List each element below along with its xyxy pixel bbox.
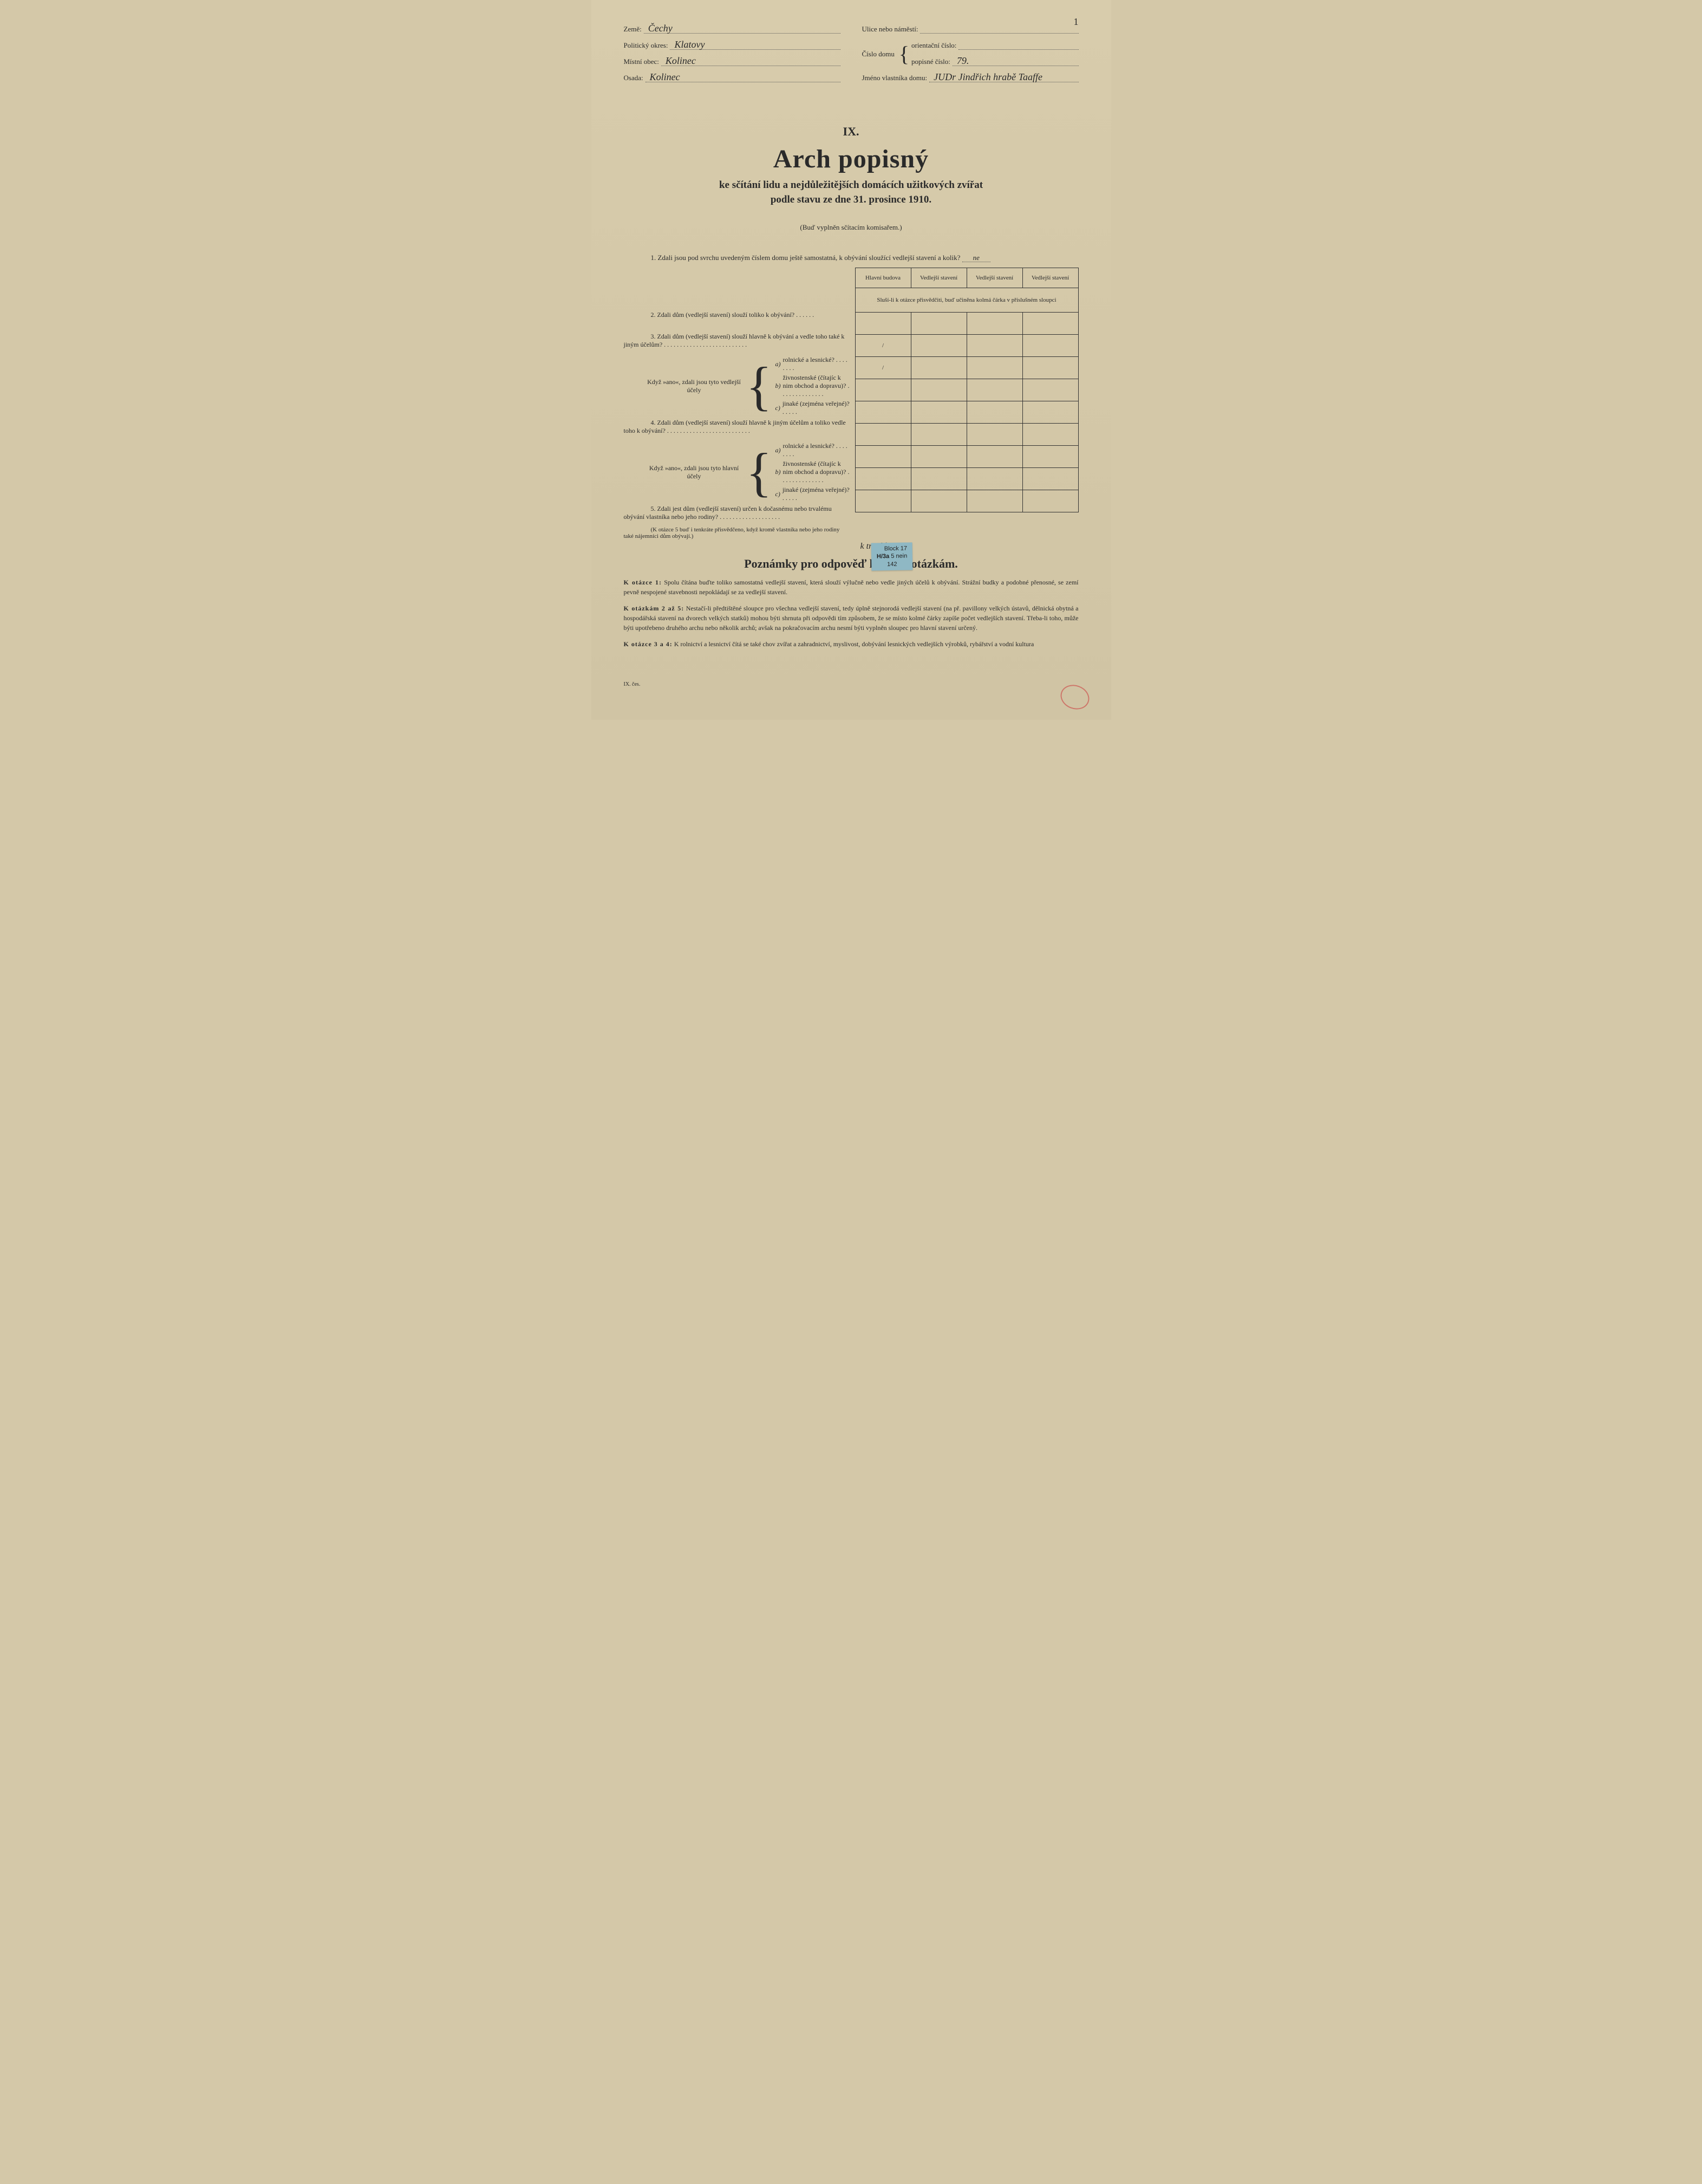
ulice-value	[920, 33, 1078, 34]
table-row	[855, 468, 1078, 490]
answer-grid: Hlavní budova Vedlejší stavení Vedlejší …	[855, 268, 1079, 512]
ulice-label: Ulice nebo náměstí:	[862, 25, 918, 34]
table-row	[855, 401, 1078, 424]
th-vedlejsi1: Vedlejší stavení	[911, 268, 967, 288]
note-2: K otázkám 2 až 5: Nestačí-li předtištěné…	[624, 603, 1079, 633]
table-row: /	[855, 335, 1078, 357]
table-row	[855, 490, 1078, 512]
th-hlavni: Hlavní budova	[855, 268, 911, 288]
q1-answer: ne	[962, 253, 990, 262]
sub-c: jinaké (zejména veřejné)? . . . . .	[782, 400, 851, 416]
header-right-col: Ulice nebo náměstí: Číslo domu { orienta…	[862, 22, 1079, 87]
obec-value: Kolinec	[661, 56, 840, 66]
zeme-value: Čechy	[644, 23, 840, 34]
sub2-label: Když »ano«, zdali jsou tyto hlavní účely	[624, 464, 743, 480]
sub-b2: živnostenské (čítajíc k nim obchod a dop…	[783, 460, 851, 484]
note1-text: Spolu čítána buďte toliko samostatná ved…	[624, 578, 1079, 596]
stamp-line2-right: 5 nein	[891, 553, 907, 560]
table-row	[855, 446, 1078, 468]
table-row	[855, 424, 1078, 446]
table-row	[855, 379, 1078, 401]
note1-label: K otázce 1:	[624, 578, 662, 586]
osada-value: Kolinec	[645, 72, 840, 82]
stamp-line2-left: H/3a	[876, 554, 889, 560]
sub1-label: Když »ano«, zdali jsou tyto vedlejší úče…	[624, 378, 743, 394]
popisne-value: 79.	[953, 56, 1079, 66]
table-row: /	[855, 357, 1078, 379]
subtitle-line2: podle stavu ze dne 31. prosince 1910.	[771, 194, 931, 205]
brace-icon: {	[743, 378, 775, 394]
sub-b: živnostenské (čítajíc k nim obchod a dop…	[783, 374, 851, 398]
popisne-label: popisné číslo:	[911, 57, 950, 66]
th-vedlejsi2: Vedlejší stavení	[967, 268, 1022, 288]
orientacni-label: orientační číslo:	[911, 41, 956, 50]
q1-text: 1. Zdali jsou pod svrchu uvedeným číslem…	[651, 253, 961, 262]
vlastnik-label: Jméno vlastníka domu:	[862, 74, 928, 82]
question-1: 1. Zdali jsou pod svrchu uvedeným číslem…	[651, 253, 1079, 262]
osada-label: Osada:	[624, 74, 643, 82]
orientacni-value	[958, 49, 1078, 50]
archive-stamp: Block 17 H/3a 5 nein 142	[871, 543, 912, 571]
header-fields: Země: Čechy Politický okres: Klatovy Mís…	[624, 22, 1079, 87]
q5-note: (K otázce 5 buď i tenkráte přisvědčeno, …	[624, 526, 840, 540]
subtitle-line1: ke sčítání lidu a nejdůležitějších domác…	[719, 179, 983, 191]
merged-note: Sluší-li k otázce přisvědčiti, buď učině…	[855, 288, 1078, 313]
cislo-domu-label: Číslo domu	[862, 50, 895, 58]
fill-instruction: (Buď vyplněn sčítacím komisařem.)	[624, 223, 1079, 232]
note-1: K otázce 1: Spolu čítána buďte toliko sa…	[624, 577, 1079, 597]
page-number: 1	[1074, 16, 1079, 28]
okres-value: Klatovy	[670, 40, 840, 50]
main-title: Arch popisný	[624, 144, 1079, 174]
note2-label: K otázkám 2 až 5:	[624, 604, 684, 612]
note3-text: K rolnictví a lesnictví čítá se také cho…	[674, 640, 1034, 648]
q2-text: 2. Zdali dům (vedlejší stavení) slouží t…	[651, 311, 814, 318]
notes-title: Poznámky pro odpověď k těmto otázkám.	[624, 557, 1079, 571]
th-vedlejsi3: Vedlejší stavení	[1022, 268, 1078, 288]
footer-code: IX. čes.	[624, 681, 1079, 687]
q4-text: 4. Zdali dům (vedlejší stavení) slouží h…	[624, 419, 846, 434]
roman-numeral: IX.	[624, 125, 1079, 139]
okres-label: Politický okres:	[624, 41, 668, 50]
q5-text: 5. Zdali jest dům (vedlejší stavení) urč…	[624, 505, 832, 521]
sub-a2: rolnické a lesnické? . . . . . . . .	[783, 442, 851, 458]
q3-text: 3. Zdali dům (vedlejší stavení) slouží h…	[624, 333, 845, 348]
note3-label: K otázce 3 a 4:	[624, 640, 673, 648]
stamp-line1: Block 17	[876, 545, 907, 553]
census-form-page: 1 Země: Čechy Politický okres: Klatovy M…	[591, 0, 1111, 720]
questions-text-column: 2. Zdali dům (vedlejší stavení) slouží t…	[624, 268, 855, 541]
header-left-col: Země: Čechy Politický okres: Klatovy Mís…	[624, 22, 840, 87]
note2-text: Nestačí-li předtištěné sloupce pro všech…	[624, 604, 1079, 632]
brace-icon: {	[899, 46, 909, 63]
zeme-label: Země:	[624, 25, 642, 34]
obec-label: Místní obec:	[624, 57, 659, 66]
questions-table-wrap: 2. Zdali dům (vedlejší stavení) slouží t…	[624, 268, 1079, 541]
note-3: K otázce 3 a 4: K rolnictví a lesnictví …	[624, 639, 1079, 649]
vlastnik-value: JUDr Jindřich hrabě Taaffe	[929, 72, 1078, 82]
sub-a: rolnické a lesnické? . . . . . . . .	[783, 356, 851, 372]
brace-icon: {	[743, 464, 775, 480]
stamp-line3: 142	[877, 560, 908, 568]
sub-c2: jinaké (zejména veřejné)? . . . . .	[782, 486, 851, 502]
subtitle: ke sčítání lidu a nejdůležitějších domác…	[624, 178, 1079, 207]
table-row	[855, 313, 1078, 335]
